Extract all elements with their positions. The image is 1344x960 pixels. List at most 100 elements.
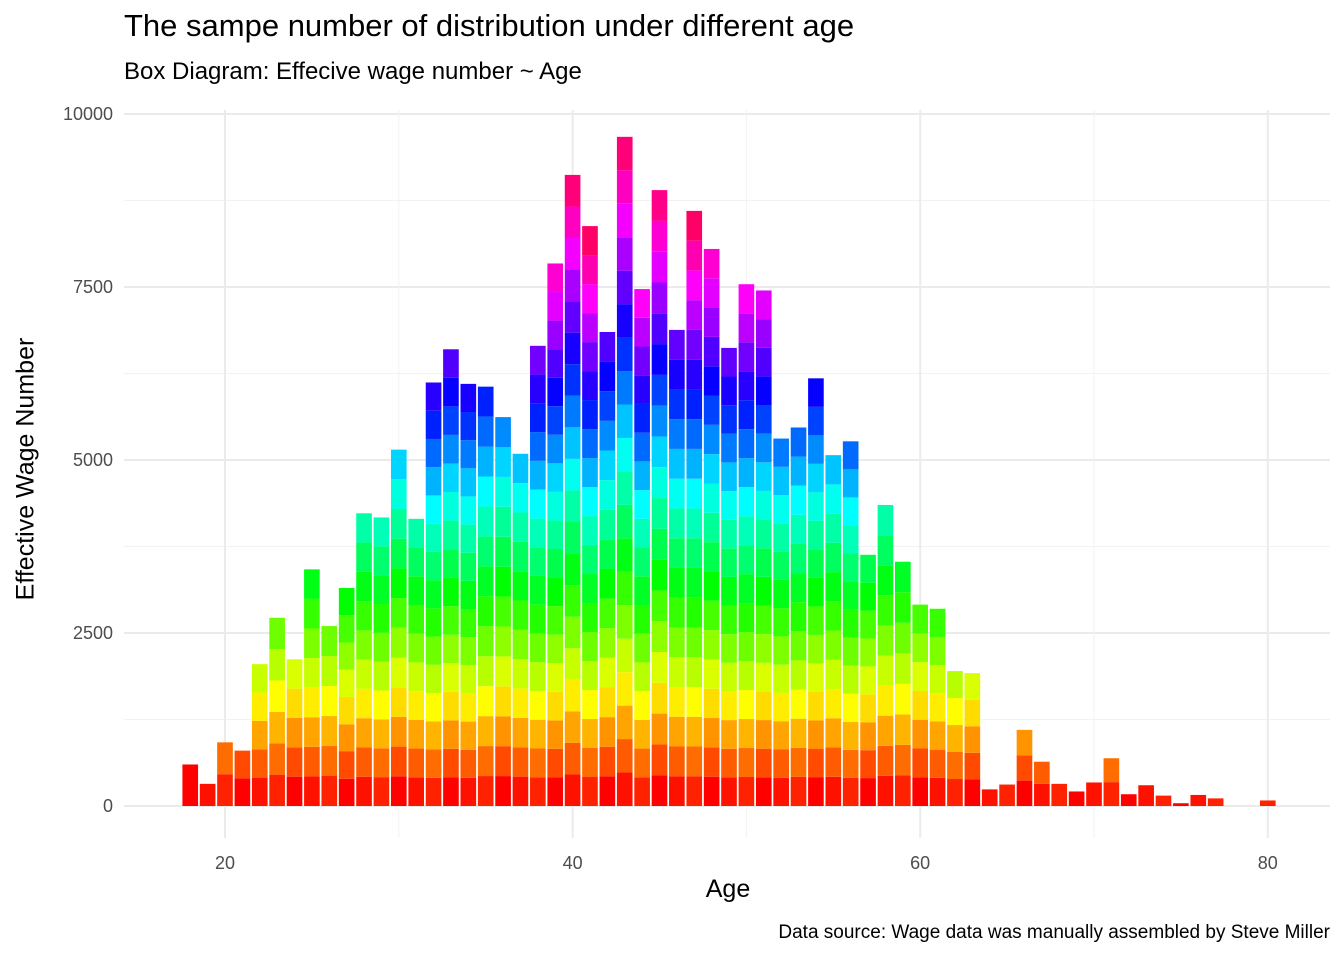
bar-segment <box>703 747 720 777</box>
bar-segment <box>512 747 529 777</box>
bar-segment <box>755 519 772 549</box>
bar-segment <box>651 436 668 468</box>
bar-segment <box>616 270 633 305</box>
bar-segment <box>703 366 720 396</box>
bar-segment <box>269 774 285 806</box>
bar-segment <box>895 653 911 684</box>
bar <box>495 417 511 806</box>
bar-segment <box>1207 798 1224 806</box>
bar <box>1259 800 1276 806</box>
bar-segment <box>877 625 894 656</box>
bar-segment <box>547 720 564 749</box>
bar-segment <box>808 435 824 464</box>
bar-segment <box>582 748 598 777</box>
bar-segment <box>860 694 876 723</box>
bar-segment <box>616 538 633 572</box>
bar-segment <box>547 663 564 692</box>
bar-segment <box>738 458 755 488</box>
bar-segment <box>373 604 390 633</box>
bar-segment <box>512 717 529 748</box>
bar-segment <box>390 509 407 539</box>
bar-segment <box>547 748 564 778</box>
bar-segment <box>947 671 963 699</box>
bar-segment <box>582 429 598 459</box>
bar-segment <box>669 419 685 449</box>
bar-segment <box>1051 783 1068 806</box>
bar-segment <box>460 524 477 553</box>
bar <box>1173 803 1189 806</box>
bar-segment <box>1120 794 1137 806</box>
bar-segment <box>564 364 581 396</box>
bar-segment <box>582 342 598 372</box>
bar-segment <box>512 776 529 806</box>
bar-segment <box>547 691 564 721</box>
bar-segment <box>738 371 755 401</box>
bar-segment <box>512 688 529 718</box>
bar-segment <box>425 693 442 722</box>
bar-segment <box>877 715 894 746</box>
bar-segment <box>616 337 633 372</box>
bar-segment <box>269 743 285 775</box>
bar-segment <box>599 450 616 481</box>
bar-segment <box>651 528 668 560</box>
bar-segment <box>738 284 755 314</box>
bar-segment <box>495 776 511 806</box>
bar-segment <box>773 551 789 580</box>
bar-segment <box>1138 785 1154 806</box>
bar <box>304 569 320 806</box>
chart-subtitle: Box Diagram: Effecive wage number ~ Age <box>124 58 582 85</box>
bar-segment <box>495 417 511 448</box>
bar-segment <box>773 664 789 693</box>
bar-segment <box>721 662 737 692</box>
bar-segment <box>356 718 372 748</box>
chart-title: The sampe number of distribution under d… <box>124 8 855 43</box>
bar-segment <box>616 605 633 639</box>
bar-segment <box>721 748 737 778</box>
bar-segment <box>443 577 459 607</box>
bar-segment <box>686 389 703 420</box>
bar-segment <box>269 711 285 744</box>
bar-segment <box>842 609 859 638</box>
bar <box>964 673 981 806</box>
bar-segment <box>495 506 511 537</box>
bar-segment <box>304 658 320 688</box>
bar-segment <box>547 549 564 578</box>
bar-segment <box>408 691 424 720</box>
bar-segment <box>356 571 372 602</box>
bar-segment <box>530 575 546 605</box>
bar-segment <box>721 634 737 663</box>
bar-segment <box>669 329 685 360</box>
bar-segment <box>825 513 842 543</box>
bar-segment <box>390 746 407 777</box>
bar-segment <box>721 576 737 606</box>
bar-segment <box>842 637 859 666</box>
bar-segment <box>669 508 685 539</box>
bar-segment <box>721 433 737 463</box>
bar-segment <box>755 405 772 434</box>
bar-segment <box>721 347 737 377</box>
bar-segment <box>703 512 720 543</box>
bar-segment <box>408 748 424 778</box>
bar-segment <box>425 749 442 778</box>
bar-segment <box>460 665 477 694</box>
bar-segment <box>686 686 703 717</box>
bar-segment <box>703 395 720 425</box>
bar-segment <box>304 598 320 629</box>
bar-segment <box>599 568 616 599</box>
bar-segment <box>304 687 320 718</box>
bar-segment <box>286 776 303 806</box>
bar-segment <box>773 495 789 524</box>
bar <box>790 427 807 806</box>
bar-segment <box>912 633 929 663</box>
bar <box>269 617 285 806</box>
bar-segment <box>825 689 842 719</box>
bar-segment <box>286 688 303 718</box>
bar <box>686 210 703 806</box>
bar-segment <box>895 714 911 745</box>
bar <box>616 136 633 806</box>
bar-segment <box>547 406 564 435</box>
bar-segment <box>738 545 755 575</box>
bar-segment <box>616 404 633 438</box>
bar <box>1207 798 1224 806</box>
bar-segment <box>530 460 546 490</box>
